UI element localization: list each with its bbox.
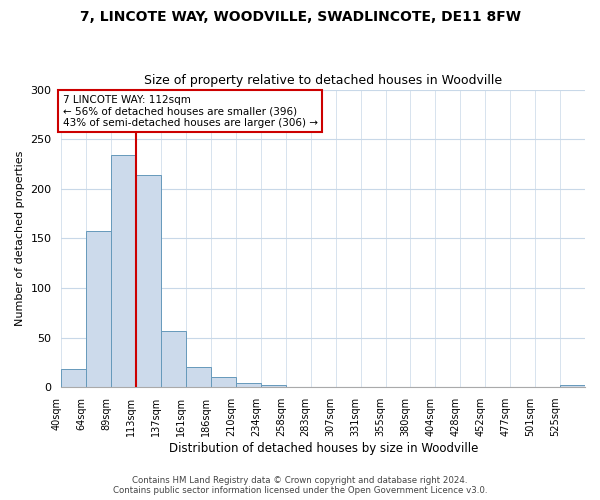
X-axis label: Distribution of detached houses by size in Woodville: Distribution of detached houses by size …	[169, 442, 478, 455]
Title: Size of property relative to detached houses in Woodville: Size of property relative to detached ho…	[144, 74, 502, 87]
Bar	[261, 385, 286, 387]
Bar	[186, 368, 211, 387]
Bar	[86, 232, 111, 387]
Bar	[211, 378, 236, 387]
Bar	[161, 330, 186, 387]
Text: Contains HM Land Registry data © Crown copyright and database right 2024.
Contai: Contains HM Land Registry data © Crown c…	[113, 476, 487, 495]
Bar	[136, 175, 161, 387]
Bar	[61, 370, 86, 387]
Text: 7, LINCOTE WAY, WOODVILLE, SWADLINCOTE, DE11 8FW: 7, LINCOTE WAY, WOODVILLE, SWADLINCOTE, …	[79, 10, 521, 24]
Bar	[560, 385, 585, 387]
Y-axis label: Number of detached properties: Number of detached properties	[15, 150, 25, 326]
Bar	[111, 155, 136, 387]
Text: 7 LINCOTE WAY: 112sqm
← 56% of detached houses are smaller (396)
43% of semi-det: 7 LINCOTE WAY: 112sqm ← 56% of detached …	[62, 94, 317, 128]
Bar	[236, 384, 261, 387]
